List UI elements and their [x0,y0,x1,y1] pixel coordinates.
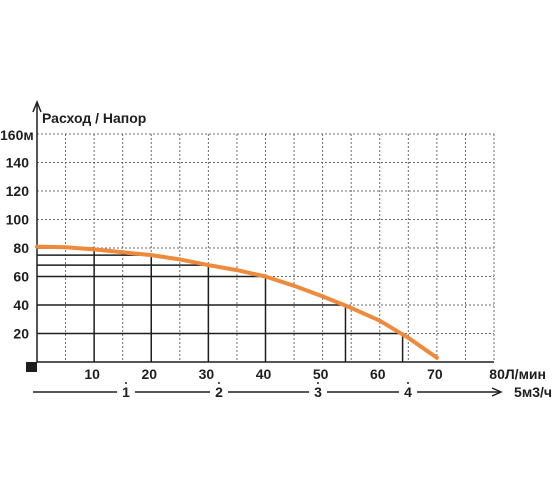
y-tick-label: 140 [6,155,30,171]
x-tick-label: 20 [141,366,157,382]
x-tick-label: 30 [199,366,215,382]
x2-tick-label-bg [117,384,135,400]
x-axis-unit-label: 80Л/мин [489,366,546,382]
y-tick-label: 80 [13,240,29,256]
x-tick-label: 10 [84,366,100,382]
performance-curve-group [35,244,439,360]
y-tick-label: 120 [6,183,30,199]
y-tick-label: 100 [6,212,30,228]
x-tick-label: 70 [427,366,443,382]
x-tick-label: 50 [313,366,329,382]
origin-marker [26,362,37,372]
x2-tick-label: 4 [404,384,412,400]
y-tick-label: 60 [13,269,29,285]
x2-tick-label-bg [309,384,327,400]
x-tick-label: 40 [256,366,272,382]
performance-curve [35,244,439,360]
x2-axis-unit-label: 5м3/ч [514,384,552,400]
chart-title: Расход / Напор [42,110,146,126]
x2-tick-label: 2 [215,384,223,400]
y-tick-label: 40 [13,297,29,313]
x2-axis-arrow [491,387,503,397]
x2-tick-label: 3 [314,384,322,400]
chart-axes [26,99,503,397]
x-tick-label: 60 [370,366,386,382]
y-tick-label: 20 [13,326,29,342]
x2-tick-label-bg [210,384,228,400]
x2-tick-label-bg [399,384,417,400]
y-axis-unit-label: 160м [0,127,34,143]
x2-tick-label: 1 [122,384,130,400]
y-axis-arrow [32,99,42,113]
